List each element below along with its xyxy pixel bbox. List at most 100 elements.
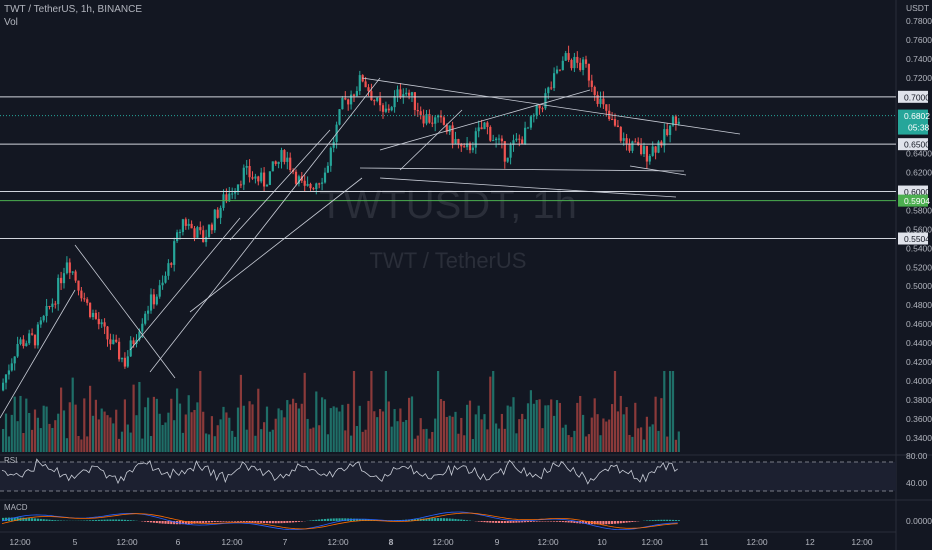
macd-hist-bar xyxy=(28,517,31,521)
volume-bar xyxy=(524,419,527,452)
candle-body xyxy=(381,105,385,112)
volume-bar xyxy=(509,406,512,452)
volume-bar xyxy=(231,430,234,452)
volume-bar xyxy=(599,435,602,452)
price-tick-label: 0.6400 xyxy=(906,149,932,159)
volume-bar xyxy=(120,431,124,452)
candle-body xyxy=(666,129,669,136)
macd-hist-bar xyxy=(654,519,657,521)
candle-body xyxy=(231,193,234,195)
time-tick-label: 10 xyxy=(597,537,607,547)
macd-hist-bar xyxy=(657,519,660,521)
trendline xyxy=(129,217,241,351)
macd-hist-bar xyxy=(13,517,16,521)
volume-bar xyxy=(454,411,457,452)
candle-body xyxy=(492,140,495,142)
volume-bar xyxy=(222,406,225,452)
volume-bar xyxy=(297,408,300,452)
volume-bar xyxy=(660,398,663,452)
trendline xyxy=(189,177,363,313)
macd-hist-bar xyxy=(506,521,509,523)
macd-hist-bar xyxy=(431,518,434,521)
volume-bar xyxy=(439,399,443,452)
candle-body xyxy=(332,141,335,148)
macd-title: MACD xyxy=(4,503,28,512)
price-tick-label: 0.3600 xyxy=(906,414,932,424)
volume-bar xyxy=(390,426,393,452)
volume-bar xyxy=(358,405,361,452)
volume-bar xyxy=(402,421,405,452)
volume-bar xyxy=(500,413,503,452)
trendline xyxy=(359,167,685,172)
volume-bar xyxy=(425,428,428,452)
volume-bar xyxy=(141,438,144,452)
candle-body xyxy=(483,122,486,130)
volume-bar xyxy=(45,406,48,452)
macd-hist-bar xyxy=(448,518,451,521)
candle-body xyxy=(352,94,356,96)
candle-body xyxy=(83,298,86,300)
volume-bar xyxy=(654,396,657,452)
candle-body xyxy=(558,69,561,71)
macd-hist-bar xyxy=(422,518,425,521)
macd-hist-bar xyxy=(236,521,240,522)
macd-hist-bar xyxy=(576,521,579,524)
macd-hist-bar xyxy=(312,520,315,521)
macd-hist-bar xyxy=(39,518,42,521)
macd-hist-bar xyxy=(257,521,260,523)
macd-hist-bar xyxy=(445,518,448,521)
macd-hist-bar xyxy=(144,521,147,522)
macd-hist-bar xyxy=(219,521,222,522)
macd-hist-bar xyxy=(231,521,234,522)
volume-bar xyxy=(376,417,379,452)
macd-hist-bar xyxy=(103,519,106,521)
volume-bar xyxy=(370,371,373,452)
macd-hist-bar xyxy=(181,521,184,525)
volume-bar xyxy=(19,395,22,452)
volume-bar xyxy=(181,432,184,452)
macd-hist-bar xyxy=(202,521,205,523)
candle-body xyxy=(234,191,237,194)
volume-bar xyxy=(608,419,611,452)
candle-body xyxy=(312,188,315,190)
candle-body xyxy=(106,326,109,340)
watermark-name: TWT / TetherUS xyxy=(370,248,527,273)
volume-bar xyxy=(132,384,135,452)
time-tick-label: 12:00 xyxy=(537,537,559,547)
volume-bar xyxy=(564,424,567,452)
candle-body xyxy=(393,95,396,108)
macd-hist-bar xyxy=(666,519,669,521)
candle-body xyxy=(219,207,222,218)
macd-hist-bar xyxy=(541,521,544,522)
candle-body xyxy=(384,108,387,112)
volume-bar xyxy=(335,407,338,452)
candle-body xyxy=(463,146,466,148)
volume-bar xyxy=(445,416,448,452)
candle-body xyxy=(245,166,248,168)
candle-body xyxy=(503,141,506,162)
macd-hist-bar xyxy=(454,518,457,521)
time-tick-label: 12 xyxy=(805,537,815,547)
macd-hist-bar xyxy=(318,519,321,521)
volume-bar xyxy=(251,404,254,452)
macd-hist-bar xyxy=(483,521,486,523)
candle-body xyxy=(251,177,254,179)
candle-body xyxy=(60,277,63,284)
candle-body xyxy=(155,296,158,305)
candle-body xyxy=(521,139,524,145)
volume-bar xyxy=(321,397,324,452)
volume-bar xyxy=(442,400,445,452)
candle-body xyxy=(112,339,115,345)
horizontal-level-tag xyxy=(898,138,928,151)
macd-hist-bar xyxy=(616,521,619,524)
volume-bar xyxy=(242,405,245,452)
macd-hist-bar xyxy=(625,521,628,523)
candle-body xyxy=(31,333,34,335)
macd-hist-bar xyxy=(338,518,341,521)
volume-bar xyxy=(506,405,509,452)
candle-body xyxy=(457,139,460,144)
candle-body xyxy=(408,92,411,96)
candle-body xyxy=(497,138,501,140)
macd-hist-bar xyxy=(460,519,463,521)
